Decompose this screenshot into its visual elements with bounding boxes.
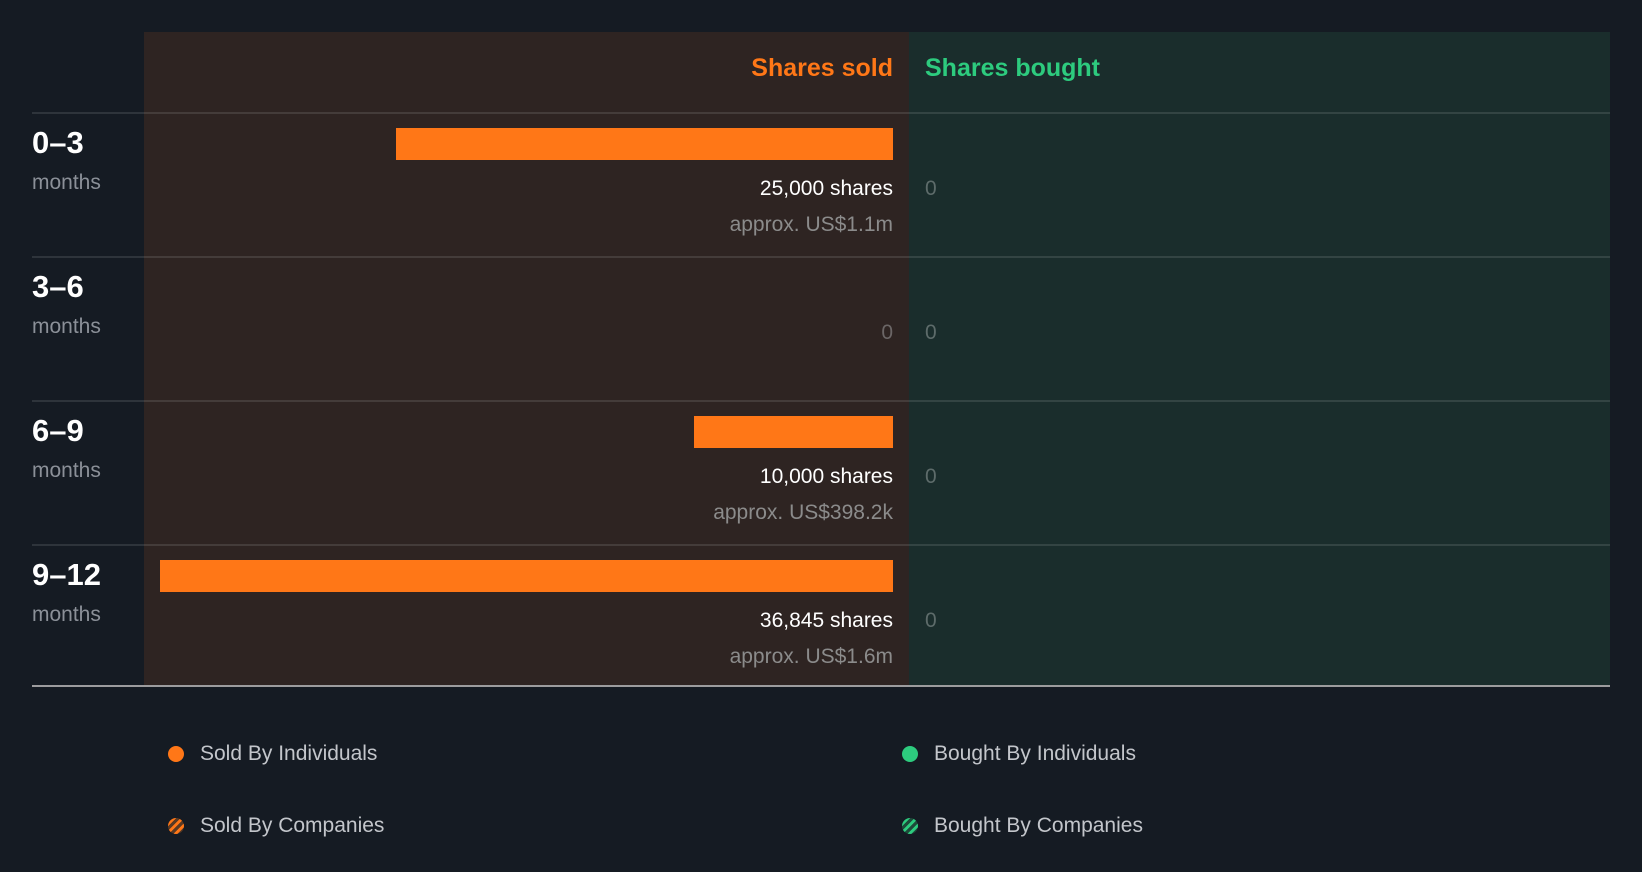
sold-value-zero: 0 bbox=[881, 321, 893, 344]
period-range: 6–9 bbox=[32, 413, 84, 448]
legend-label: Bought By Companies bbox=[934, 814, 1143, 837]
sold-bar[interactable] bbox=[160, 560, 893, 592]
period-range: 0–3 bbox=[32, 125, 84, 160]
bought-value: 0 bbox=[925, 321, 937, 344]
bought-value: 0 bbox=[925, 609, 937, 632]
green-dot-icon bbox=[902, 746, 918, 762]
period-row-3-6: 3–6 months 0 0 bbox=[0, 257, 1642, 401]
sold-shares: 10,000 shares bbox=[759, 465, 893, 488]
legend-label: Sold By Companies bbox=[200, 814, 385, 837]
sold-value: approx. US$1.1m bbox=[729, 213, 893, 236]
legend-sold-individuals[interactable]: Sold By Individuals bbox=[168, 742, 377, 766]
legend-label: Sold By Individuals bbox=[200, 742, 378, 765]
legend-sold-companies[interactable]: Sold By Companies bbox=[168, 814, 384, 838]
sold-value: approx. US$398.2k bbox=[713, 501, 893, 524]
row-divider bbox=[32, 112, 1610, 114]
period-range: 9–12 bbox=[32, 557, 101, 592]
period-row-6-9: 6–9 months 10,000 shares approx. US$398.… bbox=[0, 401, 1642, 545]
period-unit: months bbox=[32, 171, 101, 194]
period-row-9-12: 9–12 months 36,845 shares approx. US$1.6… bbox=[0, 545, 1642, 689]
period-row-0-3: 0–3 months 25,000 shares approx. US$1.1m… bbox=[0, 113, 1642, 257]
baseline-axis bbox=[32, 685, 1610, 687]
sold-value: approx. US$1.6m bbox=[729, 645, 893, 668]
legend-bought-companies[interactable]: Bought By Companies bbox=[902, 814, 1143, 838]
green-striped-dot-icon bbox=[902, 818, 918, 834]
period-unit: months bbox=[32, 459, 101, 482]
legend-bought-individuals[interactable]: Bought By Individuals bbox=[902, 742, 1136, 766]
legend-label: Bought By Individuals bbox=[934, 742, 1136, 765]
period-unit: months bbox=[32, 603, 101, 626]
row-divider bbox=[32, 544, 1610, 546]
row-divider bbox=[32, 256, 1610, 258]
bought-panel bbox=[909, 32, 1610, 686]
sold-shares: 36,845 shares bbox=[759, 609, 893, 632]
sold-bar[interactable] bbox=[694, 416, 893, 448]
orange-striped-dot-icon bbox=[168, 818, 184, 834]
shares-sold-header: Shares sold bbox=[751, 54, 893, 82]
period-range: 3–6 bbox=[32, 269, 84, 304]
sold-shares: 25,000 shares bbox=[759, 177, 893, 200]
row-divider bbox=[32, 400, 1610, 402]
bought-value: 0 bbox=[925, 177, 937, 200]
shares-bought-header: Shares bought bbox=[925, 54, 1101, 82]
bought-value: 0 bbox=[925, 465, 937, 488]
period-unit: months bbox=[32, 315, 101, 338]
sold-bar[interactable] bbox=[396, 128, 893, 160]
orange-dot-icon bbox=[168, 746, 184, 762]
